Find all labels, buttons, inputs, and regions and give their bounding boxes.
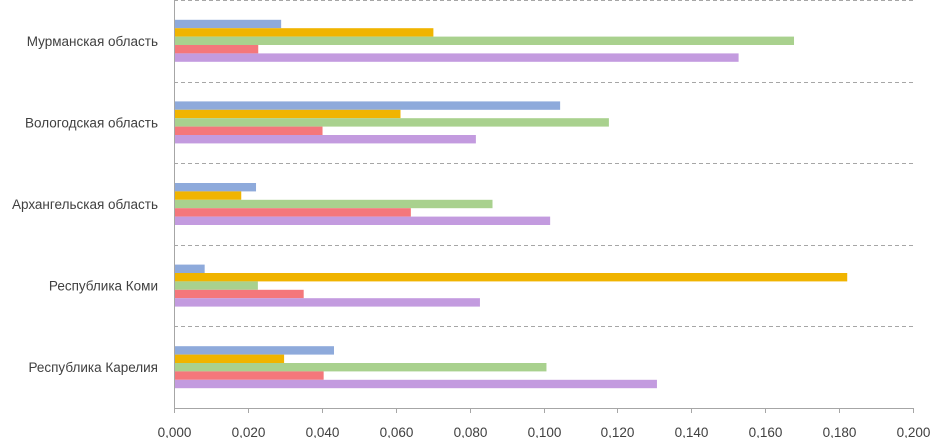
category-label: Мурманская область xyxy=(27,34,158,49)
bar-series-2-cat-2 xyxy=(174,191,242,200)
category-labels: Мурманская область Вологодская область Арх… xyxy=(12,34,158,375)
bar-series-1-cat-3 xyxy=(174,264,205,273)
category-label: Республика Карелия xyxy=(28,360,158,375)
x-tick-label: 0,060 xyxy=(380,425,414,438)
bar-series-1-cat-0 xyxy=(174,19,282,29)
bar-series-3-cat-1 xyxy=(174,118,609,127)
x-tick-labels: 0,000 0,020 0,040 0,060 0,080 0,100 0,120 0,140… xyxy=(158,425,931,438)
bar-series-5-cat-3 xyxy=(174,298,480,307)
bar-series-4-cat-4 xyxy=(174,371,324,380)
bar-series-3-cat-3 xyxy=(174,281,258,290)
x-tick-label: 0,040 xyxy=(306,425,340,438)
bar-series-5-cat-2 xyxy=(174,216,551,225)
bar-series-4-cat-3 xyxy=(174,289,304,299)
category-label: Вологодская область xyxy=(25,115,158,130)
bar-series-4-cat-2 xyxy=(174,208,411,217)
category-label: Республика Коми xyxy=(49,279,158,294)
bar-series-5-cat-1 xyxy=(174,135,476,144)
bar-series-1-cat-2 xyxy=(174,183,257,192)
x-tick-label: 0,200 xyxy=(897,425,931,438)
bar-series-3-cat-4 xyxy=(174,363,547,372)
axes xyxy=(174,0,914,413)
x-tick-label: 0,020 xyxy=(232,425,266,438)
bars xyxy=(174,19,848,389)
bar-series-5-cat-0 xyxy=(174,53,739,62)
x-tick-label: 0,120 xyxy=(601,425,635,438)
bar-series-1-cat-1 xyxy=(174,101,561,110)
x-tick-label: 0,000 xyxy=(158,425,192,438)
bar-series-2-cat-0 xyxy=(174,28,434,37)
bar-series-4-cat-1 xyxy=(174,126,323,135)
bar-series-1-cat-4 xyxy=(174,346,334,355)
x-tick-label: 0,160 xyxy=(749,425,783,438)
category-label: Архангельская область xyxy=(12,197,158,212)
bar-series-2-cat-3 xyxy=(174,273,848,282)
bar-series-5-cat-4 xyxy=(174,379,657,389)
x-tick-label: 0,100 xyxy=(528,425,562,438)
x-tick-label: 0,140 xyxy=(675,425,709,438)
bar-series-2-cat-1 xyxy=(174,109,401,119)
bar-series-3-cat-2 xyxy=(174,199,493,209)
bar-series-3-cat-0 xyxy=(174,36,795,45)
x-tick-label: 0,180 xyxy=(823,425,857,438)
bar-series-4-cat-0 xyxy=(174,45,259,54)
bar-series-2-cat-4 xyxy=(174,354,285,363)
x-tick-label: 0,080 xyxy=(454,425,488,438)
